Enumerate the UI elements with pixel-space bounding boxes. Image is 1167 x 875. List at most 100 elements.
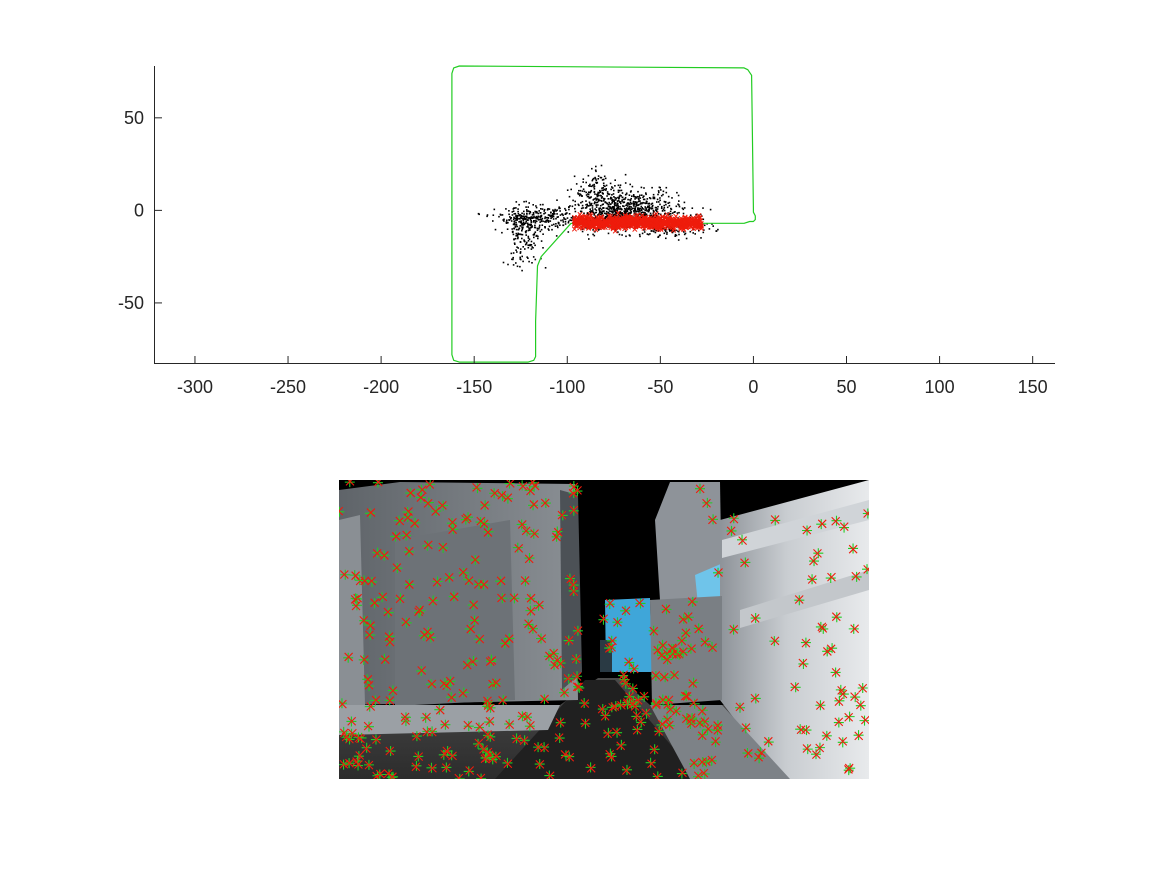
map-point <box>555 217 557 220</box>
map-point <box>665 186 668 189</box>
map-point <box>519 221 522 224</box>
map-point <box>492 214 495 216</box>
feature-marker <box>364 508 376 519</box>
feature-marker <box>448 591 459 602</box>
feature-marker <box>440 719 451 730</box>
map-point <box>523 239 525 241</box>
map-point <box>627 208 630 210</box>
landmark-marker <box>582 219 588 225</box>
map-point <box>530 248 533 250</box>
map-point <box>581 230 584 233</box>
landmark-marker <box>610 226 616 232</box>
map-point <box>632 202 635 205</box>
feature-marker <box>366 576 377 587</box>
map-point <box>613 200 615 203</box>
map-point <box>633 210 635 212</box>
feature-marker <box>815 621 827 632</box>
map-point <box>521 215 523 218</box>
map-point <box>623 205 625 208</box>
landmark-marker <box>642 220 648 226</box>
feature-marker <box>571 654 582 665</box>
feature-marker <box>525 605 536 616</box>
map-point <box>653 230 655 233</box>
feature-marker <box>740 723 751 734</box>
map-point <box>538 210 540 212</box>
map-point <box>567 231 570 233</box>
map-point <box>619 205 621 208</box>
map-point <box>598 209 600 211</box>
feature-marker <box>697 756 708 767</box>
map-point <box>652 193 655 196</box>
feature-marker <box>339 698 347 709</box>
map-point <box>588 197 590 199</box>
feature-marker <box>359 575 370 586</box>
map-point <box>640 205 643 208</box>
map-point <box>536 211 538 214</box>
map-point <box>643 231 646 233</box>
map-point <box>529 243 531 246</box>
map-point <box>521 227 524 230</box>
map-point <box>638 196 640 198</box>
map-point <box>580 201 582 204</box>
map-point <box>535 206 538 209</box>
map-point <box>548 214 551 216</box>
map-point <box>608 208 610 211</box>
feature-marker <box>428 595 439 606</box>
map-point <box>530 226 532 229</box>
map-point <box>582 188 585 190</box>
map-point <box>556 225 559 227</box>
map-point <box>652 214 655 216</box>
map-point <box>651 186 653 189</box>
map-point <box>600 199 603 202</box>
map-point <box>637 197 640 200</box>
map-point <box>577 192 579 194</box>
feature-marker <box>543 651 554 662</box>
landmark-marker <box>654 224 660 230</box>
map-point <box>602 182 605 185</box>
landmark-marker <box>578 214 584 220</box>
y-tick-label: 0 <box>134 200 144 220</box>
map-point <box>519 233 521 235</box>
x-tick-label: -200 <box>363 377 399 397</box>
map-point <box>521 237 523 240</box>
map-point <box>656 201 658 203</box>
feature-marker <box>750 613 761 624</box>
map-point <box>541 208 544 210</box>
map-point <box>650 230 653 232</box>
map-point <box>689 230 692 233</box>
map-point <box>665 237 667 240</box>
map-point <box>538 224 541 227</box>
map-point <box>515 232 518 235</box>
feature-marker <box>504 718 515 730</box>
map-point <box>511 214 514 216</box>
map-point <box>639 194 641 197</box>
map-point <box>535 215 538 218</box>
map-point <box>581 204 584 207</box>
map-point <box>668 213 670 215</box>
map-point <box>541 217 544 220</box>
map-point <box>638 210 640 213</box>
map-point <box>634 201 636 203</box>
map-point <box>539 212 542 214</box>
map-point <box>627 198 629 201</box>
feature-marker <box>678 647 689 658</box>
map-point <box>545 221 547 223</box>
map-point <box>602 210 605 213</box>
map-point <box>606 216 608 218</box>
map-point <box>624 212 627 214</box>
feature-marker <box>403 546 414 557</box>
map-point <box>486 214 489 216</box>
map-point <box>596 198 599 200</box>
map-point <box>528 224 531 226</box>
map-point <box>517 233 520 236</box>
map-point <box>522 260 524 263</box>
feature-marker <box>689 698 700 709</box>
map-point <box>589 191 591 194</box>
feature-marker <box>438 542 449 553</box>
map-point <box>616 209 619 212</box>
map-point <box>594 193 596 195</box>
feature-marker <box>402 512 413 523</box>
map-point <box>612 206 614 209</box>
map-point <box>637 204 639 206</box>
map-point <box>621 214 624 216</box>
